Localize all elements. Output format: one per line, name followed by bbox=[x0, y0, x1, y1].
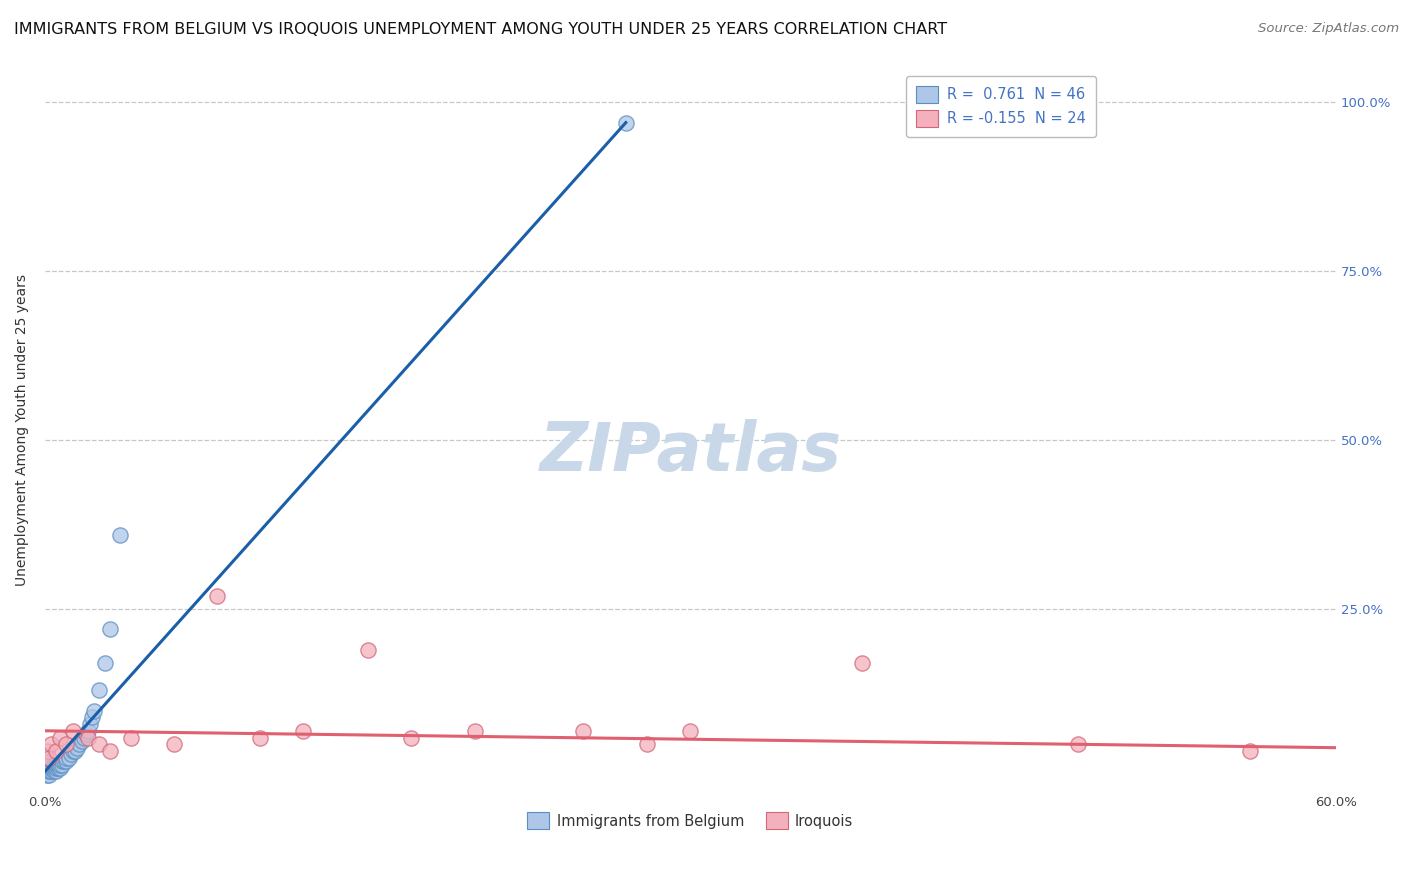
Point bbox=[51, 757, 73, 772]
Point bbox=[38, 754, 60, 768]
Point bbox=[63, 744, 86, 758]
Point bbox=[75, 727, 97, 741]
Point bbox=[62, 723, 84, 738]
Point bbox=[292, 723, 315, 738]
Point bbox=[38, 764, 60, 779]
Point bbox=[55, 737, 77, 751]
Point bbox=[41, 737, 63, 751]
Point bbox=[77, 731, 100, 745]
Point bbox=[38, 768, 60, 782]
Point bbox=[464, 723, 486, 738]
Point bbox=[614, 115, 637, 129]
Point bbox=[73, 731, 96, 745]
Point bbox=[45, 757, 67, 772]
Point bbox=[38, 757, 60, 772]
Point bbox=[42, 764, 65, 779]
Point bbox=[77, 723, 100, 738]
Text: ZIPatlas: ZIPatlas bbox=[540, 418, 841, 484]
Point bbox=[49, 731, 72, 745]
Point bbox=[67, 737, 90, 751]
Text: IMMIGRANTS FROM BELGIUM VS IROQUOIS UNEMPLOYMENT AMONG YOUTH UNDER 25 YEARS CORR: IMMIGRANTS FROM BELGIUM VS IROQUOIS UNEM… bbox=[14, 22, 948, 37]
Point bbox=[37, 761, 59, 775]
Point bbox=[49, 757, 72, 772]
Point bbox=[45, 761, 67, 775]
Point bbox=[163, 737, 186, 751]
Point bbox=[98, 623, 121, 637]
Point bbox=[87, 737, 110, 751]
Point bbox=[1239, 744, 1261, 758]
Point bbox=[66, 740, 89, 755]
Point bbox=[46, 757, 69, 772]
Y-axis label: Unemployment Among Youth under 25 years: Unemployment Among Youth under 25 years bbox=[15, 274, 30, 586]
Point bbox=[205, 589, 228, 603]
Point bbox=[51, 754, 73, 768]
Point bbox=[41, 764, 63, 779]
Point bbox=[53, 754, 76, 768]
Point bbox=[1066, 737, 1088, 751]
Point bbox=[41, 754, 63, 768]
Point bbox=[851, 657, 873, 671]
Point bbox=[399, 731, 422, 745]
Point bbox=[55, 754, 77, 768]
Point bbox=[37, 764, 59, 779]
Point bbox=[62, 744, 84, 758]
Point bbox=[37, 744, 59, 758]
Text: Source: ZipAtlas.com: Source: ZipAtlas.com bbox=[1258, 22, 1399, 36]
Point bbox=[45, 744, 67, 758]
Point bbox=[70, 734, 93, 748]
Point bbox=[82, 710, 104, 724]
Point bbox=[45, 764, 67, 779]
Point bbox=[94, 657, 117, 671]
Point bbox=[41, 761, 63, 775]
Point bbox=[42, 761, 65, 775]
Point bbox=[59, 747, 82, 762]
Point bbox=[98, 744, 121, 758]
Point bbox=[572, 723, 595, 738]
Point bbox=[679, 723, 702, 738]
Point bbox=[87, 683, 110, 698]
Legend: Immigrants from Belgium, Iroquois: Immigrants from Belgium, Iroquois bbox=[522, 806, 859, 835]
Point bbox=[55, 751, 77, 765]
Point bbox=[357, 642, 380, 657]
Point bbox=[38, 751, 60, 765]
Point bbox=[120, 731, 142, 745]
Point bbox=[58, 751, 80, 765]
Point bbox=[41, 757, 63, 772]
Point bbox=[37, 768, 59, 782]
Point bbox=[46, 761, 69, 775]
Point bbox=[110, 528, 132, 542]
Point bbox=[42, 757, 65, 772]
Point bbox=[37, 757, 59, 772]
Point bbox=[636, 737, 658, 751]
Point bbox=[249, 731, 271, 745]
Point bbox=[79, 717, 101, 731]
Point bbox=[38, 761, 60, 775]
Point bbox=[83, 704, 105, 718]
Point bbox=[49, 761, 72, 775]
